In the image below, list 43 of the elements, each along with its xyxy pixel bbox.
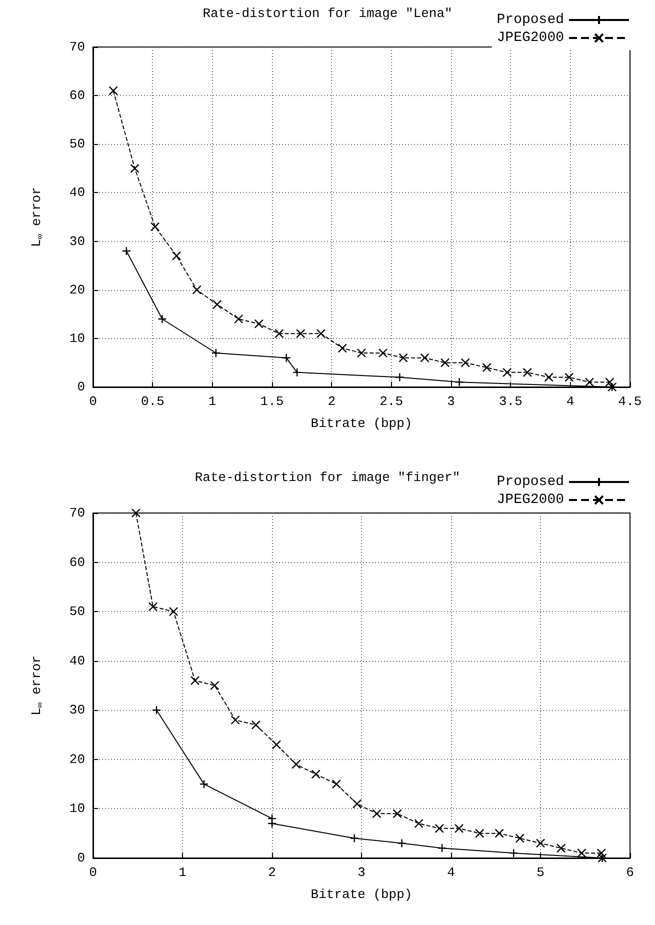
x-axis-title: Bitrate (bpp) (310, 887, 412, 902)
x-tick-label: 1 (208, 394, 216, 409)
legend-label: Proposed (496, 474, 564, 490)
x-tick-label: 3 (358, 865, 366, 880)
x-tick-label: 2 (268, 865, 276, 880)
x-axis-title: Bitrate (bpp) (310, 416, 412, 431)
y-tick-label: 0 (77, 850, 85, 866)
y-axis-title: L∞ error (29, 655, 46, 716)
legend-label: Proposed (496, 12, 564, 28)
x-tick-label: 2 (328, 394, 336, 409)
y-tick-label: 70 (69, 506, 85, 520)
y-tick-label: 70 (69, 40, 85, 54)
y-tick-label: 40 (69, 653, 85, 668)
x-tick-label: 1 (178, 865, 187, 880)
y-tick-label: 10 (69, 801, 85, 816)
x-tick-label: 0 (89, 865, 97, 880)
x-tick-label: 6 (626, 865, 634, 880)
y-tick-label: 20 (69, 282, 85, 298)
x-tick-label: 4 (566, 394, 574, 409)
y-tick-label: 30 (69, 234, 85, 249)
y-axis-title: L∞ error (29, 186, 46, 248)
x-tick-label: 0.5 (140, 394, 164, 409)
x-tick-label: 3 (447, 394, 455, 409)
x-tick-label: 4 (447, 865, 456, 880)
y-tick-label: 50 (69, 604, 85, 620)
x-tick-label: 1.5 (260, 394, 284, 409)
y-tick-label: 0 (77, 380, 85, 394)
y-tick-label: 50 (69, 136, 85, 152)
x-tick-label: 4.5 (618, 394, 642, 409)
x-tick-label: 3.5 (498, 394, 522, 409)
y-tick-label: 60 (69, 88, 85, 104)
x-tick-label: 2.5 (380, 394, 404, 409)
x-tick-label: 0 (89, 394, 97, 409)
y-tick-label: 40 (69, 185, 85, 200)
legend-label: JPEG2000 (496, 30, 564, 46)
chart-title: Rate-distortion for image "finger" (194, 470, 460, 485)
legend-label: JPEG2000 (496, 492, 564, 508)
chart-title: Rate-distortion for image "Lena" (202, 6, 452, 21)
y-tick-label: 10 (69, 330, 85, 346)
x-tick-label: 5 (536, 865, 544, 880)
y-tick-label: 60 (69, 554, 85, 570)
y-tick-label: 30 (69, 702, 85, 718)
y-tick-label: 20 (69, 752, 85, 767)
